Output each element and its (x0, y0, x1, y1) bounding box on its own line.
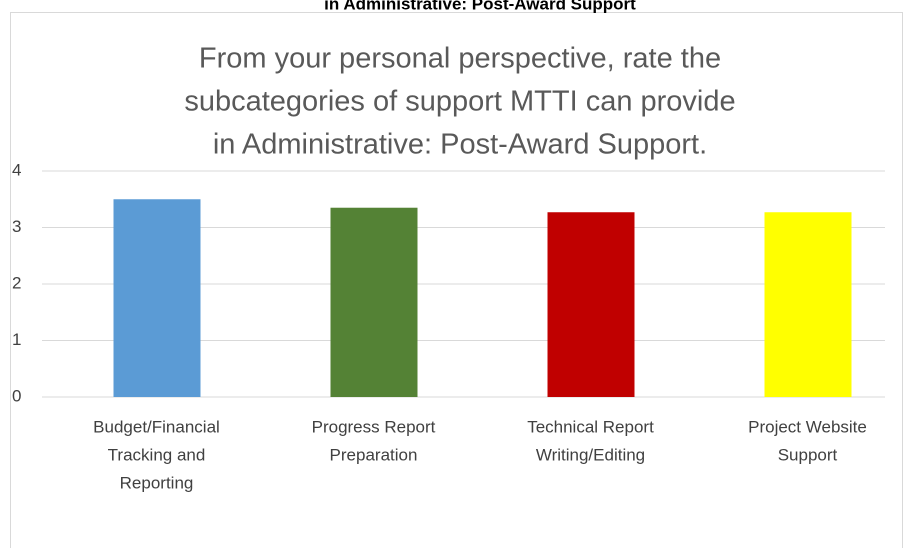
x-tick-label: Tracking and (108, 445, 206, 464)
y-tick-label: 4 (12, 160, 21, 179)
bar (113, 199, 201, 397)
x-tick-label: Progress Report (312, 417, 436, 436)
chart-title: subcategories of support MTTI can provid… (184, 86, 735, 118)
x-tick-label: Support (778, 445, 838, 464)
bar (547, 212, 635, 397)
y-tick-label: 3 (12, 217, 21, 236)
overlay-title: in Administrative: Post-Award Support (324, 0, 636, 13)
x-tick-label: Preparation (330, 445, 418, 464)
y-tick-label: 2 (12, 273, 21, 292)
bar (330, 207, 418, 397)
y-tick-label: 0 (12, 386, 21, 405)
x-tick-label: Budget/Financial (93, 417, 220, 436)
bar (764, 212, 852, 397)
x-tick-label: Reporting (120, 473, 194, 492)
x-tick-label: Writing/Editing (536, 445, 645, 464)
x-tick-label: Project Website (748, 417, 867, 436)
chart-title: From your personal perspective, rate the (199, 43, 721, 75)
x-tick-label: Technical Report (527, 417, 654, 436)
chart-title: in Administrative: Post-Award Support. (213, 129, 707, 161)
y-tick-label: 1 (12, 330, 21, 349)
